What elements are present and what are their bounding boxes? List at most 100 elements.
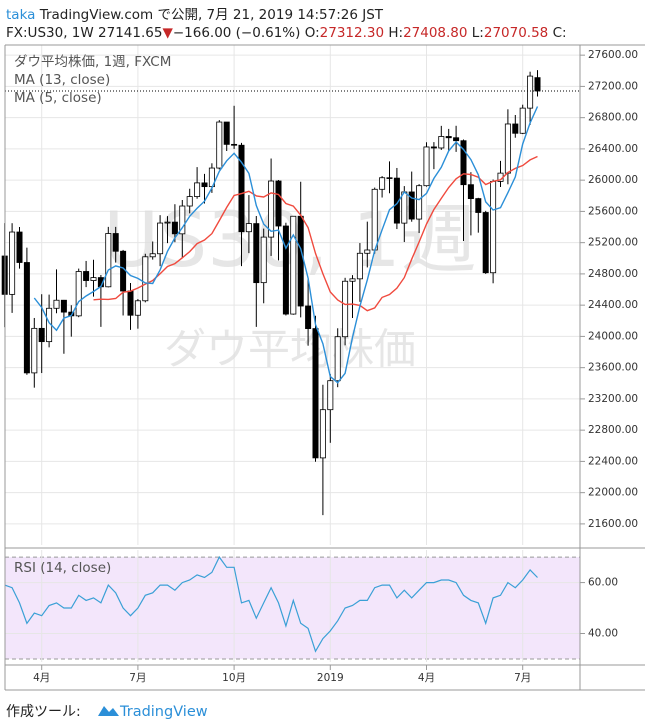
y-tick-label: 21600.00 <box>588 518 638 530</box>
candle-body <box>157 222 164 255</box>
candle-body <box>490 181 497 274</box>
candle-body <box>475 198 482 213</box>
candle-body <box>38 327 45 343</box>
header-line-2: FX:US30, 1W 27141.65▼−166.00 (−0.61%) O:… <box>6 25 567 41</box>
candle-body <box>423 146 430 187</box>
candle-body <box>512 123 519 134</box>
y-tick-label: 22800.00 <box>588 424 638 436</box>
footer-brand[interactable]: TradingView <box>119 704 208 720</box>
moving-average-line <box>33 106 539 384</box>
footer: 作成ツール: TradingView <box>6 704 208 720</box>
candle-body <box>31 327 38 374</box>
candle-body <box>245 223 252 233</box>
candle-body <box>23 262 30 374</box>
y-tick-label: 26400.00 <box>588 143 638 155</box>
candle-body <box>297 215 304 307</box>
candle-body <box>453 137 460 142</box>
candle-body <box>371 188 378 251</box>
candle-body <box>379 177 386 190</box>
plot-area: 4月 7月 10月 2019 4月 7月 21600.00 22000.00 22400.00 2… <box>1 45 638 684</box>
x-tick-label: 7月 <box>514 672 531 684</box>
candle-body <box>186 196 193 207</box>
y-tick-label: 24800.00 <box>588 268 638 280</box>
y-tick-label: 27600.00 <box>588 49 638 61</box>
symbol: FX:US30, 1W <box>6 25 94 41</box>
candle-body <box>275 180 282 227</box>
candle-body <box>231 143 238 146</box>
candle-body <box>53 299 60 309</box>
candle-body <box>238 144 245 233</box>
candle-body <box>164 221 171 224</box>
candle-body <box>90 277 97 281</box>
candle-body <box>290 215 297 315</box>
candle-body <box>201 182 208 188</box>
candle-body <box>416 185 423 220</box>
y-tick-label: 25600.00 <box>588 205 638 217</box>
candle-body <box>282 225 289 315</box>
c-label: C: <box>553 25 567 41</box>
candle-body <box>120 250 127 292</box>
candle-body <box>467 184 474 199</box>
candle-body <box>260 236 267 284</box>
candle-body <box>112 233 119 252</box>
x-tick-label: 4月 <box>418 672 435 684</box>
high-value: 27408.80 <box>403 25 467 41</box>
candle-body <box>223 121 230 145</box>
candle-body <box>327 380 334 411</box>
candle-body <box>319 409 326 459</box>
candle-body <box>9 231 16 295</box>
moving-average-line <box>93 155 538 312</box>
candle-body <box>519 107 526 134</box>
candle-body <box>504 123 511 174</box>
candle-body <box>386 177 393 179</box>
candle-body <box>482 212 489 274</box>
candle-body <box>430 146 437 149</box>
candle-body <box>342 280 349 338</box>
y-tick-label: 22400.00 <box>588 455 638 467</box>
legend-entry: MA (5, close) <box>14 90 102 106</box>
y-tick-label: 22000.00 <box>588 487 638 499</box>
y-tick-label: 40.00 <box>588 627 618 639</box>
change: −166.00 (−0.61%) <box>173 25 301 41</box>
x-tick-label: 10月 <box>222 672 246 684</box>
y-tick-label: 27200.00 <box>588 80 638 92</box>
y-tick-label: 24000.00 <box>588 330 638 342</box>
candle-body <box>534 77 541 92</box>
rsi-band <box>5 557 580 659</box>
candle-body <box>401 191 408 224</box>
candle-body <box>364 249 371 254</box>
down-arrow: ▼ <box>162 25 173 41</box>
l-label: L: <box>472 25 484 41</box>
open-value: 27312.30 <box>320 25 384 41</box>
candle-body <box>445 136 452 139</box>
legend-entry: MA (13, close) <box>14 72 110 88</box>
candle-body <box>460 140 467 186</box>
candle-body <box>408 191 415 220</box>
tradingview-logo <box>98 706 119 716</box>
o-label: O: <box>305 25 320 41</box>
candle-body <box>438 136 445 149</box>
rsi-line <box>4 555 538 653</box>
y-tick-label: 60.00 <box>588 577 618 589</box>
candle-body <box>268 180 275 238</box>
x-tick-label: 4月 <box>33 672 50 684</box>
x-tick-label: 7月 <box>129 672 146 684</box>
y-tick-label: 23200.00 <box>588 393 638 405</box>
rsi-title: RSI (14, close) <box>14 560 111 576</box>
candle-body <box>134 300 141 316</box>
candle-body <box>149 253 156 258</box>
candle-body <box>60 299 67 313</box>
candle-body <box>305 305 312 329</box>
candle-body <box>312 328 319 459</box>
candle-body <box>527 75 534 109</box>
low-value: 27070.58 <box>484 25 548 41</box>
y-tick-label: 26800.00 <box>588 112 638 124</box>
candle-body <box>75 271 82 317</box>
published: TradingView.com で公開, 7月 21, 2019 14:57:2… <box>39 7 384 23</box>
candle-body <box>334 336 341 382</box>
y-tick-label: 23600.00 <box>588 362 638 374</box>
x-tick-label: 2019 <box>317 672 344 684</box>
chart-title: ダウ平均株価, 1週, FXCM <box>14 54 171 70</box>
h-label: H: <box>388 25 403 41</box>
